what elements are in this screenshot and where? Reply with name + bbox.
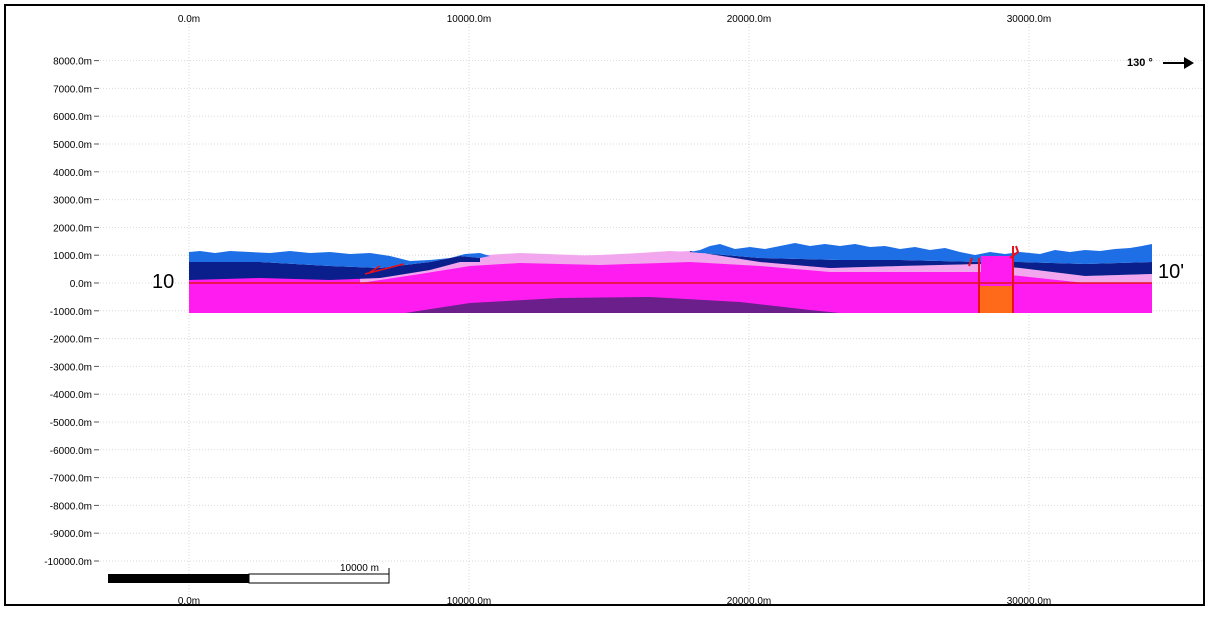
y-axis-labels: 8000.0m 7000.0m 6000.0m 5000.0m 4000.0m 3000.… xyxy=(44,57,99,568)
layer-orange-body xyxy=(979,286,1013,313)
geology-layers xyxy=(189,243,1152,313)
y-tick-label: 4000.0m xyxy=(53,168,92,179)
scale-bar: 10000 m xyxy=(108,563,390,584)
scale-bar-label: 10000 m xyxy=(340,563,379,574)
azimuth-label: 130 ° xyxy=(1127,57,1153,69)
layer-deep-purple xyxy=(405,297,840,313)
fault-cap xyxy=(968,245,1020,267)
layer-navy xyxy=(189,256,480,280)
y-tick-label: -5000.0m xyxy=(50,418,92,429)
x-axis-bottom-labels: 0.0m 10000.0m 20000.0m 30000.0m xyxy=(178,596,1051,607)
x-tick-label: 30000.0m xyxy=(1007,596,1051,607)
layer-surface-blue-right xyxy=(690,243,1152,264)
y-tick-label: -9000.0m xyxy=(50,529,92,540)
y-tick-label: 7000.0m xyxy=(53,84,92,95)
layer-navy-right xyxy=(690,251,1152,276)
x-tick-label: 20000.0m xyxy=(727,596,771,607)
y-tick-label: -8000.0m xyxy=(50,501,92,512)
x-tick-label: 0.0m xyxy=(178,596,200,607)
scale-bar-white xyxy=(248,573,390,584)
scale-bar-black xyxy=(108,574,249,583)
x-tick-label: 10000.0m xyxy=(447,14,491,25)
layer-surface-pale xyxy=(490,251,690,258)
y-tick-label: -7000.0m xyxy=(50,474,92,485)
layer-pale-pink xyxy=(360,251,1152,283)
y-tick-label: 6000.0m xyxy=(53,112,92,123)
y-tick-label: 0.0m xyxy=(70,279,92,290)
arrow-right-head xyxy=(1184,57,1194,69)
y-tick-label: -6000.0m xyxy=(50,446,92,457)
x-axis-top-labels: 0.0m 10000.0m 20000.0m 30000.0m xyxy=(178,14,1051,25)
y-tick-label: -10000.0m xyxy=(44,557,92,568)
x-tick-label: 10000.0m xyxy=(447,596,491,607)
layer-magenta-block xyxy=(981,256,1013,286)
azimuth-indicator: 130 ° xyxy=(1127,57,1194,69)
y-tick-label: -3000.0m xyxy=(50,362,92,373)
y-tick-label: -1000.0m xyxy=(50,307,92,318)
y-tick-label: 3000.0m xyxy=(53,196,92,207)
y-tick-label: 1000.0m xyxy=(53,251,92,262)
y-tick-label: 5000.0m xyxy=(53,140,92,151)
y-tick-label: -4000.0m xyxy=(50,390,92,401)
section-end-label: 10' xyxy=(1158,261,1184,283)
x-tick-label: 0.0m xyxy=(178,14,200,25)
fault-small xyxy=(364,263,405,275)
y-tick-label: 8000.0m xyxy=(53,57,92,68)
x-tick-label: 20000.0m xyxy=(727,14,771,25)
section-start-label: 10 xyxy=(152,271,174,293)
y-tick-label: -2000.0m xyxy=(50,335,92,346)
layer-surface-blue xyxy=(189,251,490,268)
y-tick-label: 2000.0m xyxy=(53,223,92,234)
x-tick-label: 30000.0m xyxy=(1007,14,1051,25)
